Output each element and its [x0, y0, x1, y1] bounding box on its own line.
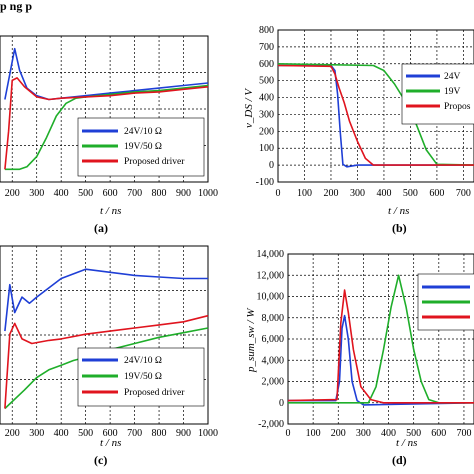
legend-d [417, 273, 474, 331]
legend-label-b-2: 19V [444, 87, 461, 97]
panel-a: 200 300 400 500 600 700 800 900 1000 t / ns (a) … [0, 35, 218, 235]
y-tick-label: 300 [259, 109, 274, 120]
x-tick-label: 700 [127, 188, 142, 199]
x-tick-label: 1000 [198, 428, 218, 439]
x-tick-label: 900 [176, 428, 191, 439]
x-tick-label: 500 [78, 428, 93, 439]
x-ticks-d: 0 100 200 300 400 500 600 700 [286, 428, 472, 439]
y-tick-label: 0 [269, 160, 274, 171]
series-line-3 [287, 289, 474, 404]
y-ticks-d: 14,000 12,000 10,000 8,000 6,000 4,000 2,000 0 -… [257, 249, 285, 430]
y-tick-label: 800 [259, 25, 274, 36]
legend-a: 24V/10 Ω 19V/50 Ω Proposed driver [77, 117, 205, 177]
y-tick-label: 500 [259, 76, 274, 87]
y-tick-label: 8,000 [262, 313, 285, 324]
x-tick-label: 0 [276, 188, 281, 199]
y-tick-label: 600 [259, 59, 274, 70]
y-tick-label: 100 [259, 143, 274, 154]
y-tick-label: 14,000 [257, 249, 285, 260]
y-ticks-b: 800 700 600 500 400 300 200 100 0 -100 [256, 25, 274, 188]
x-tick-label: 600 [431, 428, 446, 439]
legend-box-b [401, 63, 474, 125]
x-tick-label: 800 [152, 188, 167, 199]
legend-label-c-1: 24V/10 Ω [124, 356, 162, 366]
x-tick-label: 500 [406, 428, 421, 439]
legend-label-a-3: Proposed driver [124, 157, 185, 167]
legend-b: 24V 19V Propos [401, 63, 474, 125]
legend-label-a-2: 19V/50 Ω [124, 142, 162, 152]
x-tick-label: 600 [103, 188, 118, 199]
legend-label-b-3: Propos [444, 102, 471, 112]
x-tick-label: 900 [176, 188, 191, 199]
series-lines-d [287, 274, 474, 406]
series-line-2 [4, 84, 209, 171]
y-tick-label: 2,000 [262, 377, 285, 388]
y-axis-label-b: v_DS / V [243, 88, 255, 128]
y-tick-label: -2,000 [258, 419, 284, 430]
x-tick-label: 700 [127, 428, 142, 439]
x-tick-label: 700 [456, 188, 471, 199]
x-tick-label: 600 [103, 428, 118, 439]
y-tick-label: -100 [256, 177, 274, 188]
legend-label-c-2: 19V/50 Ω [124, 372, 162, 382]
x-tick-label: 0 [286, 428, 291, 439]
x-tick-label: 200 [5, 428, 20, 439]
header-fragment: p ng p [0, 0, 32, 13]
x-tick-label: 100 [306, 428, 321, 439]
y-axis-label-d: p_sum_sw / W [245, 308, 257, 373]
x-tick-label: 400 [376, 188, 391, 199]
panel-label-b: (b) [392, 221, 407, 235]
x-ticks-b: 0 100 200 300 400 500 600 700 [276, 188, 471, 199]
x-tick-label: 500 [78, 188, 93, 199]
panel-c: 200 300 400 500 600 700 800 900 1000 t / ns (c) … [0, 245, 218, 467]
x-tick-label: 400 [54, 428, 69, 439]
x-tick-label: 800 [152, 428, 167, 439]
x-tick-label: 200 [331, 428, 346, 439]
x-tick-label: 300 [29, 188, 44, 199]
x-tick-label: 300 [356, 428, 371, 439]
y-tick-label: 12,000 [257, 270, 285, 281]
panel-b: 0 100 200 300 400 500 600 700 800 700 600 500 400 30… [243, 25, 474, 235]
x-axis-label-b: t / ns [388, 205, 409, 217]
x-axis-label-a: t / ns [100, 205, 121, 217]
x-tick-label: 400 [54, 188, 69, 199]
x-tick-label: 200 [5, 188, 20, 199]
panel-label-a: (a) [94, 221, 108, 235]
x-tick-label: 600 [429, 188, 444, 199]
y-tick-label: 200 [259, 126, 274, 137]
x-ticks-a: 200 300 400 500 600 700 800 900 1000 [5, 188, 218, 199]
series-line-3 [4, 77, 209, 170]
x-tick-label: 200 [323, 188, 338, 199]
series-line-1 [4, 47, 209, 101]
series-line-2 [288, 274, 474, 404]
y-tick-label: 700 [259, 42, 274, 53]
y-tick-label: 6,000 [262, 334, 285, 345]
y-tick-label: 4,000 [262, 355, 285, 366]
x-tick-label: 300 [350, 188, 365, 199]
x-tick-label: 300 [29, 428, 44, 439]
x-axis-label-c: t / ns [100, 437, 121, 449]
x-ticks-c: 200 300 400 500 600 700 800 900 1000 [5, 428, 218, 439]
series-lines-a [4, 47, 209, 171]
x-tick-label: 100 [297, 188, 312, 199]
series-line-3 [277, 64, 474, 166]
x-axis-label-d: t / ns [396, 437, 417, 449]
x-tick-label: 1000 [198, 188, 218, 199]
legend-label-b-1: 24V [444, 72, 461, 82]
x-tick-label: 500 [403, 188, 418, 199]
y-tick-label: 10,000 [257, 292, 285, 303]
legend-label-a-1: 24V/10 Ω [124, 127, 162, 137]
panel-label-d: (d) [392, 453, 407, 467]
panel-d: 0 100 200 300 400 500 600 700 14,000 12,000 10,00… [245, 249, 474, 467]
x-tick-label: 400 [381, 428, 396, 439]
y-tick-label: 0 [279, 398, 284, 409]
series-line-3 [4, 314, 209, 409]
panel-label-c: (c) [94, 453, 107, 467]
legend-label-c-3: Proposed driver [124, 388, 185, 398]
series-line-1 [4, 268, 208, 332]
x-tick-label: 700 [456, 428, 471, 439]
legend-c: 24V/10 Ω 19V/50 Ω Proposed driver [77, 347, 205, 407]
y-tick-label: 400 [259, 93, 274, 104]
